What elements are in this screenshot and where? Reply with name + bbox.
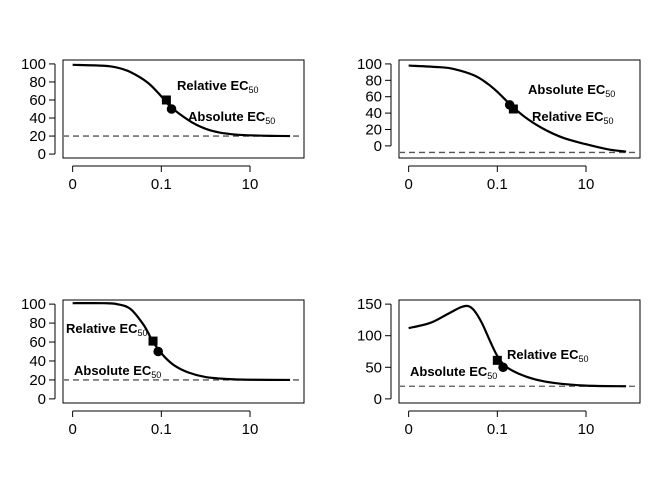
relative-ec50-marker bbox=[161, 95, 171, 105]
relative-ec50-label: Relative EC50 bbox=[532, 109, 614, 126]
response-curve bbox=[408, 304, 627, 388]
x-tick-label: 0.1 bbox=[487, 421, 508, 438]
y-tick-label: 150 bbox=[357, 296, 382, 313]
plot-frame bbox=[398, 299, 641, 404]
absolute-ec50-label: Absolute EC50 bbox=[528, 82, 615, 99]
absolute-ec50-marker bbox=[153, 346, 163, 357]
x-tick-label: 0 bbox=[68, 421, 76, 438]
relative-ec50-label: Relative EC50 bbox=[177, 78, 259, 95]
absolute-ec50-label: Absolute EC50 bbox=[410, 364, 497, 381]
y-tick-label: 40 bbox=[29, 110, 46, 127]
y-tick-label: 40 bbox=[29, 353, 46, 370]
x-tick-label: 10 bbox=[242, 176, 259, 193]
y-tick-label: 80 bbox=[365, 72, 382, 89]
panel-bottom-right: 0 50 100 150 0 0.1 10 Relative EC50 Absolute EC5… bbox=[357, 296, 641, 438]
y-tick-label: 60 bbox=[365, 89, 382, 106]
relative-ec50-label: Relative EC50 bbox=[507, 347, 589, 364]
y-tick-label: 20 bbox=[365, 121, 382, 138]
y-tick-label: 60 bbox=[29, 334, 46, 351]
plot-frame bbox=[62, 299, 305, 404]
y-tick-label: 40 bbox=[365, 105, 382, 122]
x-tick-label: 0 bbox=[404, 176, 412, 193]
absolute-ec50-label: Absolute EC50 bbox=[188, 109, 275, 126]
y-tick-label: 20 bbox=[29, 372, 46, 389]
absolute-ec50-label: Absolute EC50 bbox=[74, 363, 161, 380]
response-curve bbox=[72, 63, 291, 138]
y-tick-label: 60 bbox=[29, 92, 46, 109]
relative-ec50-label: Relative EC50 bbox=[66, 321, 148, 338]
absolute-ec50-marker bbox=[166, 104, 177, 114]
x-tick-label: 0.1 bbox=[151, 421, 172, 438]
x-tick-label: 0.1 bbox=[151, 176, 172, 193]
relative-ec50-marker bbox=[492, 355, 502, 365]
y-tick-label: 80 bbox=[29, 74, 46, 91]
y-tick-label: 0 bbox=[374, 391, 382, 408]
x-tick-label: 10 bbox=[578, 421, 595, 438]
y-tick-label: 100 bbox=[357, 56, 382, 73]
y-tick-label: 80 bbox=[29, 315, 46, 332]
x-tick-label: 10 bbox=[578, 176, 595, 193]
y-tick-label: 0 bbox=[374, 138, 382, 155]
x-tick-label: 10 bbox=[242, 421, 259, 438]
relative-ec50-marker bbox=[148, 336, 158, 346]
y-tick-label: 20 bbox=[29, 128, 46, 145]
y-tick-label: 50 bbox=[365, 359, 382, 376]
x-tick-label: 0.1 bbox=[487, 176, 508, 193]
plot-frame bbox=[62, 59, 305, 159]
y-tick-label: 0 bbox=[38, 391, 46, 408]
panel-bottom-left: 0 20 40 60 80 100 0 0.1 10 Relative EC50 Absolute … bbox=[21, 296, 305, 438]
absolute-ec50-marker bbox=[498, 362, 508, 373]
y-tick-label: 100 bbox=[21, 56, 46, 73]
x-tick-label: 0 bbox=[68, 176, 76, 193]
plot-frame bbox=[398, 59, 641, 159]
y-tick-label: 100 bbox=[357, 328, 382, 345]
y-tick-label: 0 bbox=[38, 146, 46, 163]
relative-ec50-marker bbox=[508, 104, 518, 114]
y-tick-label: 100 bbox=[21, 296, 46, 313]
x-tick-label: 0 bbox=[404, 421, 412, 438]
